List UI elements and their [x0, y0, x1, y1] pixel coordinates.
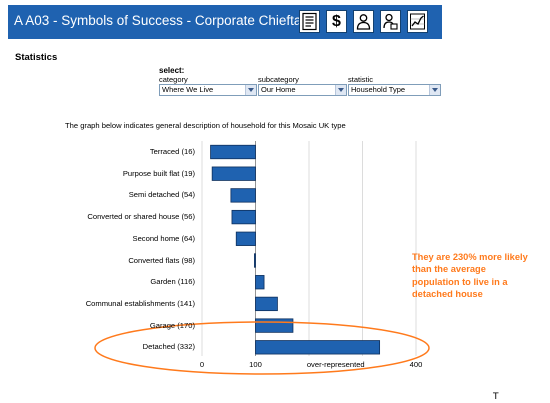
x-tick-label: 0 — [199, 360, 205, 369]
category-label: Converted or shared house (56) — [87, 212, 195, 222]
page-title: A A03 - Symbols of Success - Corporate C… — [14, 13, 319, 28]
bar-semi-detached — [230, 188, 256, 203]
person-detail-icon[interactable] — [380, 10, 401, 33]
category-label: Second home (64) — [132, 233, 195, 243]
x-tick-label: over-represented — [306, 360, 365, 369]
category-caption: category — [159, 75, 188, 84]
chevron-down-icon[interactable] — [429, 85, 440, 95]
category-label: Terraced (16) — [149, 147, 195, 156]
category-select[interactable]: Where We Live — [159, 84, 257, 96]
bar-garage — [255, 318, 294, 333]
subcategory-select-value: Our Home — [261, 85, 296, 94]
subcategory-caption: subcategory — [258, 75, 299, 84]
bar-converted-flats — [254, 253, 256, 268]
chevron-down-icon[interactable] — [335, 85, 346, 95]
annotation-note: They are 230% more likely than the avera… — [412, 252, 528, 299]
category-label: Purpose built flat (19) — [122, 168, 195, 178]
statistics-heading: Statistics — [15, 52, 58, 63]
x-tick-label: 400 — [409, 360, 423, 369]
statistic-select[interactable]: Household Type — [348, 84, 441, 96]
dollar-glyph: $ — [332, 12, 341, 30]
subcategory-select[interactable]: Our Home — [258, 84, 347, 96]
category-label: Converted flats (98) — [128, 255, 195, 265]
chart-intro: The graph below indicates general descri… — [65, 121, 346, 130]
bar-detached — [255, 340, 381, 355]
dollar-icon[interactable]: $ — [326, 10, 347, 33]
category-label: Detached (332) — [142, 342, 195, 352]
document-icon[interactable] — [299, 10, 320, 33]
person-icon[interactable] — [353, 10, 374, 33]
chevron-down-icon[interactable] — [245, 85, 256, 95]
line-chart-icon[interactable] — [407, 10, 428, 33]
category-label: Garage (170) — [149, 320, 195, 330]
bar-converted-or-shared-house — [231, 209, 256, 225]
x-tick-label: 100 — [249, 360, 262, 369]
category-label: Semi detached (54) — [128, 190, 195, 200]
bar-second-home — [235, 231, 256, 246]
select-label: select: — [159, 66, 185, 75]
bar-garden — [255, 275, 265, 290]
bar-communal-establishments — [255, 296, 278, 312]
app-header: A A03 - Symbols of Success - Corporate C… — [8, 5, 442, 39]
category-label: Communal establishments (141) — [85, 298, 195, 308]
statistic-caption: statistic — [348, 75, 374, 84]
category-label: Garden (116) — [150, 277, 195, 287]
category-select-value: Where We Live — [162, 85, 214, 94]
bar-terraced — [210, 144, 256, 160]
highlight-ellipse — [94, 321, 430, 375]
statistic-select-value: Household Type — [351, 85, 406, 94]
text-cursor-icon: T — [493, 392, 499, 402]
bar-purpose-built-flat — [211, 166, 256, 181]
